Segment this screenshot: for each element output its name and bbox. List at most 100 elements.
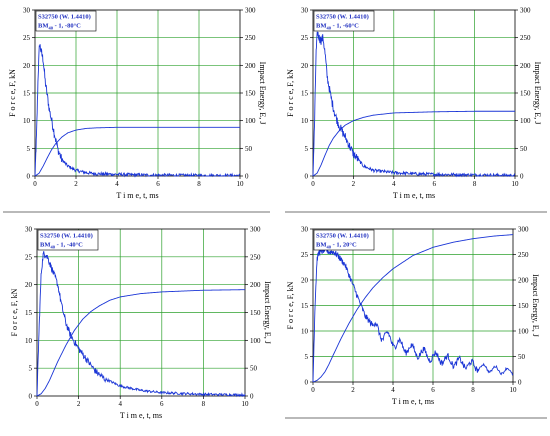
legend-condition-main: BM xyxy=(38,23,48,30)
y-tick-label: 5 xyxy=(29,365,33,373)
y2-tick-label: 150 xyxy=(250,309,261,317)
y-tick-label: 15 xyxy=(301,302,309,310)
impact-energy-curve xyxy=(34,126,240,177)
force-curve xyxy=(36,251,246,398)
x-axis-label: T i m e, t, ms xyxy=(392,397,434,406)
y-tick-label: 0 xyxy=(27,173,31,181)
legend-condition-temperature: - 1, 20°C xyxy=(331,242,357,249)
y-tick-label: 15 xyxy=(25,309,33,317)
y2-tick-label: 50 xyxy=(518,353,526,361)
x-tick-label: 6 xyxy=(431,386,435,394)
y-tick-label: 5 xyxy=(27,145,31,153)
y-tick-label: 20 xyxy=(25,281,33,289)
impact-energy-curve xyxy=(312,234,514,383)
y2-tick-label: 0 xyxy=(518,379,522,387)
x-tick-label: 4 xyxy=(118,400,122,408)
y-tick-label: 25 xyxy=(301,251,309,259)
y2-tick-label: 250 xyxy=(518,251,529,259)
impact-energy-curve xyxy=(312,110,515,177)
y-tick-label: 25 xyxy=(25,253,33,261)
legend-condition-temperature: - 1, -60°C xyxy=(331,23,359,30)
x-axis-label: T i m e, t, ms xyxy=(393,191,435,200)
y-tick-label: 30 xyxy=(301,226,309,234)
legend-condition-main: BM xyxy=(316,242,326,249)
x-tick-label: 6 xyxy=(160,400,164,408)
y-tick-label: 10 xyxy=(301,328,309,336)
y-axis-label: F o r c e, F, kN xyxy=(10,288,19,336)
y-tick-label: 25 xyxy=(301,34,309,42)
x-tick-label: 0 xyxy=(33,180,37,188)
y2-tick-label: 150 xyxy=(245,90,256,98)
y-tick-label: 0 xyxy=(29,393,33,401)
y2-tick-label: 300 xyxy=(250,226,261,234)
x-tick-label: 0 xyxy=(311,180,315,188)
y-axis-label: F o r c e, F, kN xyxy=(286,281,295,329)
legend-condition-main: BM xyxy=(40,242,50,249)
y2-tick-label: 50 xyxy=(250,365,258,373)
x-tick-label: 6 xyxy=(432,180,436,188)
y-axis-label: F o r c e, F, kN xyxy=(8,69,17,117)
x-tick-label: 4 xyxy=(392,180,396,188)
x-tick-label: 0 xyxy=(311,386,315,394)
y2-axis-label: Impact Energy, E, J xyxy=(263,281,272,344)
y2-tick-label: 150 xyxy=(520,90,531,98)
y-tick-label: 0 xyxy=(305,173,309,181)
y2-tick-label: 0 xyxy=(520,173,524,181)
x-tick-label: 8 xyxy=(197,180,201,188)
x-axis-label: T i m e, t, ms xyxy=(120,411,162,420)
legend-box xyxy=(313,229,375,251)
y2-tick-label: 200 xyxy=(520,62,531,70)
legend-condition-subscript: 40 xyxy=(326,26,331,31)
legend-material: S32750 (W. 1.4410) xyxy=(40,233,93,240)
legend-condition: BM40 - 1, -80°C xyxy=(38,23,81,31)
legend-condition: BM40 - 1, -60°C xyxy=(316,23,359,31)
y2-axis-label: Impact Energy, E, J xyxy=(533,62,542,125)
y2-tick-label: 200 xyxy=(245,62,256,70)
y-tick-label: 20 xyxy=(301,277,309,285)
y2-tick-label: 250 xyxy=(250,253,261,261)
legend-material: S32750 (W. 1.4410) xyxy=(316,233,369,240)
y2-tick-label: 200 xyxy=(518,277,529,285)
y2-tick-label: 50 xyxy=(520,145,528,153)
y2-tick-label: 300 xyxy=(245,7,256,15)
y2-tick-label: 300 xyxy=(520,7,531,15)
y2-tick-label: 250 xyxy=(520,34,531,42)
legend-condition-subscript: 40 xyxy=(50,245,55,250)
legend-condition: BM40 - 1, 20°C xyxy=(316,242,357,250)
y-tick-label: 5 xyxy=(305,145,309,153)
x-tick-label: 2 xyxy=(351,386,355,394)
x-tick-label: 8 xyxy=(471,386,475,394)
y2-tick-label: 100 xyxy=(245,117,256,125)
y-tick-label: 30 xyxy=(25,226,33,234)
x-tick-label: 4 xyxy=(391,386,395,394)
x-tick-label: 6 xyxy=(156,180,160,188)
force-curve xyxy=(312,31,516,178)
y-tick-label: 15 xyxy=(301,90,309,98)
x-tick-label: 2 xyxy=(352,180,356,188)
y-tick-label: 0 xyxy=(305,379,309,387)
legend-condition-temperature: - 1, -80°C xyxy=(53,23,81,30)
y-tick-label: 15 xyxy=(23,90,31,98)
y2-tick-label: 50 xyxy=(245,145,253,153)
legend-material: S32750 (W. 1.4410) xyxy=(316,14,369,21)
y2-tick-label: 0 xyxy=(250,393,254,401)
x-tick-label: 10 xyxy=(510,386,518,394)
y-tick-label: 20 xyxy=(23,62,31,70)
x-tick-label: 8 xyxy=(202,400,206,408)
x-tick-label: 2 xyxy=(74,180,78,188)
force-curve xyxy=(34,44,241,178)
y2-axis-label: Impact Energy, E, J xyxy=(258,62,267,125)
y-tick-label: 10 xyxy=(25,337,33,345)
legend-box xyxy=(35,10,97,32)
legend-condition-subscript: 40 xyxy=(48,26,53,31)
x-tick-label: 10 xyxy=(512,180,520,188)
x-tick-label: 2 xyxy=(77,400,81,408)
y-tick-label: 30 xyxy=(23,7,31,15)
y-tick-label: 5 xyxy=(305,353,309,361)
y-tick-label: 25 xyxy=(23,34,31,42)
legend-condition-main: BM xyxy=(316,23,326,30)
y2-axis-label: Impact Energy, E, J xyxy=(531,274,540,337)
x-tick-label: 10 xyxy=(242,400,250,408)
